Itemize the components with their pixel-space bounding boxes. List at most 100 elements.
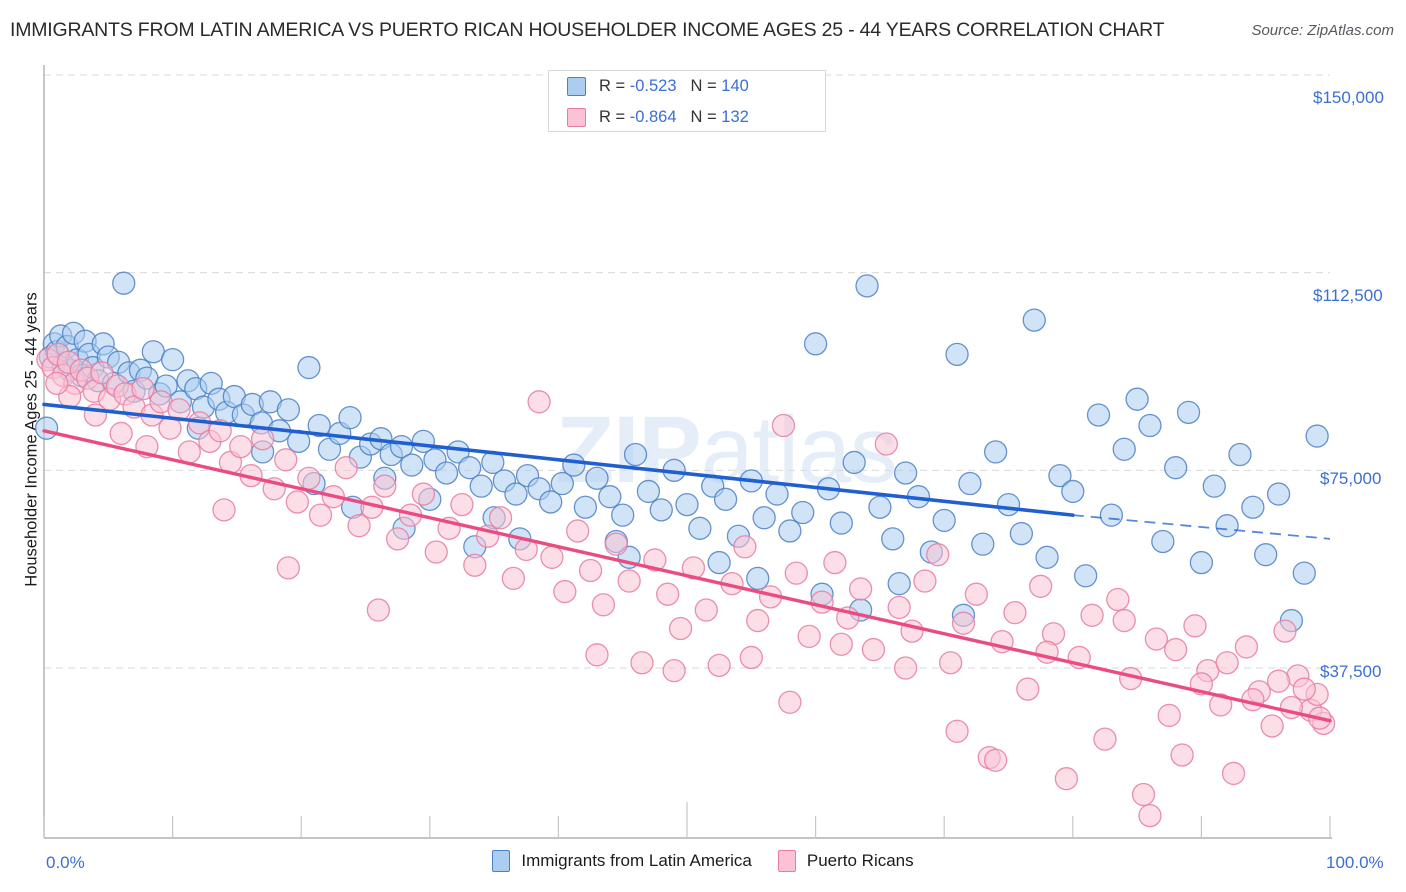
data-point [562,453,586,477]
n-value-blue: 140 [721,77,749,95]
data-point [338,405,362,430]
data-point [1112,437,1136,461]
data-point [893,461,918,485]
data-point [1061,479,1085,504]
data-point [1305,424,1329,448]
data-point [675,492,699,517]
data-point [469,474,493,498]
data-point [668,616,693,641]
data-point [160,347,185,372]
series-label-pink: Puerto Ricans [806,851,914,870]
series-legend-item-puerto-ricans[interactable]: Puerto Ricans [777,850,914,872]
data-point [1209,693,1233,717]
data-point [1125,387,1149,411]
data-point [297,355,321,380]
y-tick-label-112500: $112,500 [1313,286,1383,305]
series-legend: Immigrants from Latin America Puerto Ric… [0,850,1406,872]
n-label-pink: N = [690,108,722,126]
data-point [250,427,275,451]
data-point [784,561,808,585]
data-point [585,643,609,667]
data-point [951,611,976,635]
data-point [1241,495,1265,519]
data-point [739,645,763,670]
data-point [1189,550,1214,575]
data-point [791,500,815,525]
data-point [90,361,114,385]
data-point [707,550,731,575]
n-value-pink: 132 [721,108,749,126]
data-point [630,651,654,675]
data-point [881,527,905,551]
data-point [1080,603,1104,627]
data-point [983,440,1008,464]
data-point [874,432,898,456]
data-point [848,577,873,601]
data-point [566,519,590,543]
data-point [823,550,847,575]
data-point [868,495,892,519]
data-point [662,658,686,683]
data-point [913,569,937,593]
data-point [1254,543,1278,567]
correlation-stats-legend: R = -0.523 N = 140 R = -0.864 N = 132 [548,70,826,132]
legend-swatch-pink [567,108,586,127]
data-point [861,637,886,662]
data-point [366,598,391,622]
data-point [1202,474,1226,498]
data-point [501,566,526,591]
y-tick-label-150000: $150,000 [1313,88,1384,107]
data-point [177,440,201,464]
data-point [1164,456,1188,480]
data-point [1106,587,1130,612]
legend-swatch-blue [567,77,586,96]
data-point [373,474,397,498]
data-point [1292,561,1316,585]
data-point [1093,727,1117,751]
data-point [458,456,482,480]
data-point [504,482,528,506]
series-legend-item-latin-america[interactable]: Immigrants from Latin America [492,850,752,872]
data-point [996,492,1021,517]
data-point [707,653,731,678]
data-point [829,511,853,535]
data-point [411,482,436,506]
data-point [308,503,333,527]
data-point [611,503,635,527]
data-point [1215,514,1239,538]
data-point [926,543,950,567]
y-tick-label-37500: $37,500 [1320,662,1382,681]
r-label-pink: R = [599,108,630,126]
data-point [1009,521,1034,546]
data-point [1138,413,1162,438]
data-point [617,569,641,593]
legend-stats-pink: R = -0.864 N = 132 [599,108,749,127]
data-point [434,461,459,485]
series-swatch-blue [492,850,511,872]
data-point [1221,761,1246,786]
data-point [1241,687,1265,712]
data-point [1029,574,1053,598]
data-point [400,453,424,477]
watermark: ZIPatlas [556,396,897,505]
data-point [643,548,667,572]
data-point [297,466,321,490]
data-point [1176,400,1201,425]
data-point [1266,669,1291,693]
data-point [1157,703,1181,728]
data-point [276,556,300,580]
data-point [488,506,513,530]
data-point [347,514,371,538]
data-point [829,632,853,656]
data-point [938,651,963,675]
data-point [656,582,680,606]
data-point [1099,503,1124,527]
data-point [765,482,789,506]
data-point [34,416,59,440]
source-attribution: Source: ZipAtlas.com [1251,22,1394,39]
data-point [971,532,995,556]
data-point [274,448,298,472]
data-point [1144,627,1169,651]
data-point [109,421,133,446]
